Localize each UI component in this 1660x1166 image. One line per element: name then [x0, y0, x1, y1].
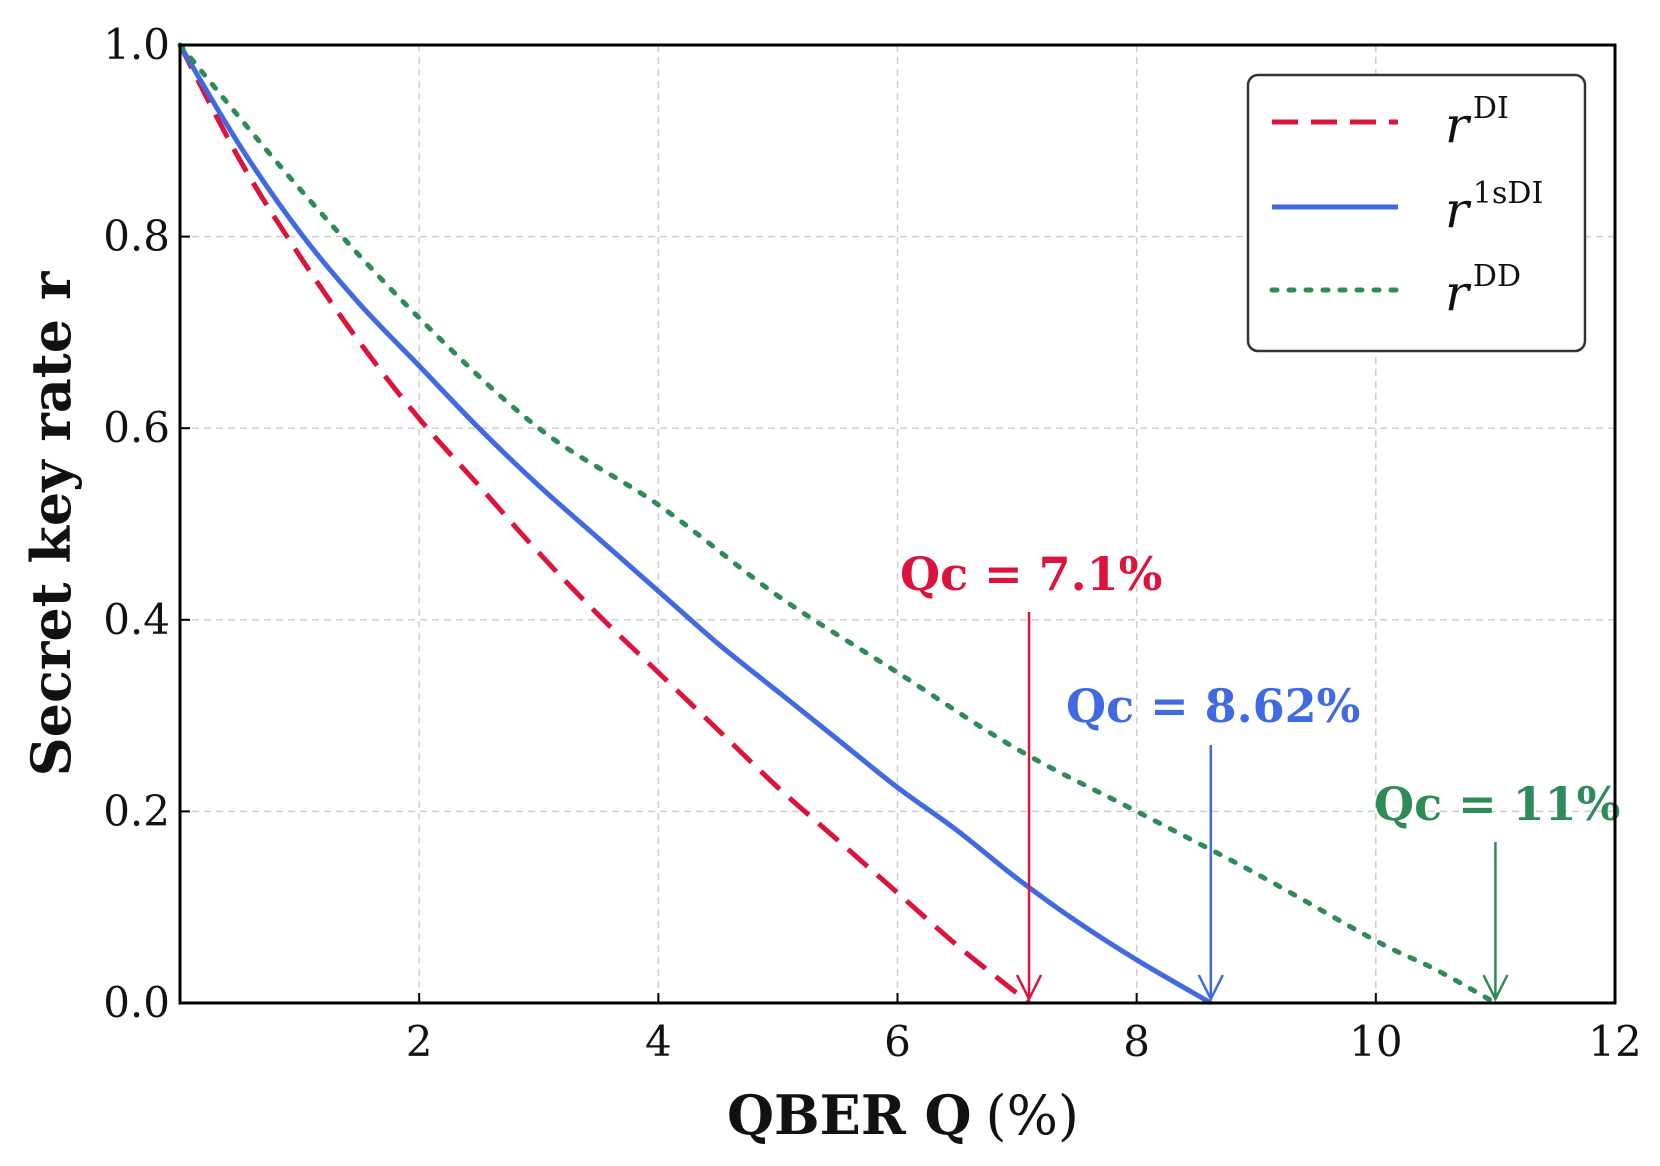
y-tick-label: 0.2 [103, 786, 170, 835]
x-tick-label: 2 [406, 1017, 433, 1066]
y-tick-label: 1.0 [103, 20, 170, 69]
y-tick-label: 0.8 [103, 212, 170, 261]
x-tick-label: 4 [645, 1017, 672, 1066]
qc-arrow-head [1015, 974, 1043, 1002]
legend-label: r DD [1445, 259, 1521, 322]
legend-label: r DI [1445, 91, 1509, 154]
qc-arrow-head [1482, 974, 1509, 1002]
legend-entry-1sdi: r 1sDI [1272, 176, 1543, 239]
legend-box [1246, 73, 1587, 353]
x-tick-label: 10 [1349, 1017, 1402, 1066]
y-axis-title: Secret key rate r [19, 271, 83, 776]
qc-annotation-label: Qc = 8.62% [1066, 679, 1360, 733]
y-tick-label: 0.4 [103, 595, 170, 644]
axis-ticks: 2 4 6 8 10 12 0.0 0.2 0.4 0.6 0.8 1.0 [103, 20, 1642, 1066]
series-line-1sdi [177, 43, 1213, 1006]
x-axis-title-main: QBER Q [727, 1083, 972, 1147]
legend: r DI r 1sDI r DD [1246, 73, 1587, 353]
x-tick-label: 12 [1588, 1017, 1641, 1066]
x-tick-label: 6 [884, 1017, 911, 1066]
y-tick-label: 0.0 [103, 978, 170, 1027]
x-axis-title-unit: (%) [986, 1084, 1079, 1147]
series-layer [177, 42, 1498, 1006]
x-axis-title: QBER Q (%) [727, 1083, 1079, 1147]
qc-annotation-label: Qc = 11% [1374, 777, 1620, 831]
legend-entry-dd: r DD [1269, 259, 1521, 322]
legend-entry-di: r DI [1272, 91, 1509, 154]
qc-annotation: Qc = 8.62% [1066, 679, 1360, 1002]
annotation-layer: Qc = 7.1% Qc = 8.62% Qc = 11% [900, 547, 1620, 1002]
series-line-di [177, 43, 1031, 1005]
series-line-dd [177, 42, 1498, 1006]
x-tick-label: 8 [1123, 1017, 1150, 1066]
qc-annotation: Qc = 11% [1374, 777, 1620, 1002]
legend-label: r 1sDI [1445, 176, 1543, 239]
qc-arrow-head [1197, 974, 1224, 1002]
y-tick-label: 0.6 [103, 403, 170, 452]
qc-annotation-label: Qc = 7.1% [900, 547, 1162, 601]
qc-annotation: Qc = 7.1% [900, 547, 1162, 1002]
